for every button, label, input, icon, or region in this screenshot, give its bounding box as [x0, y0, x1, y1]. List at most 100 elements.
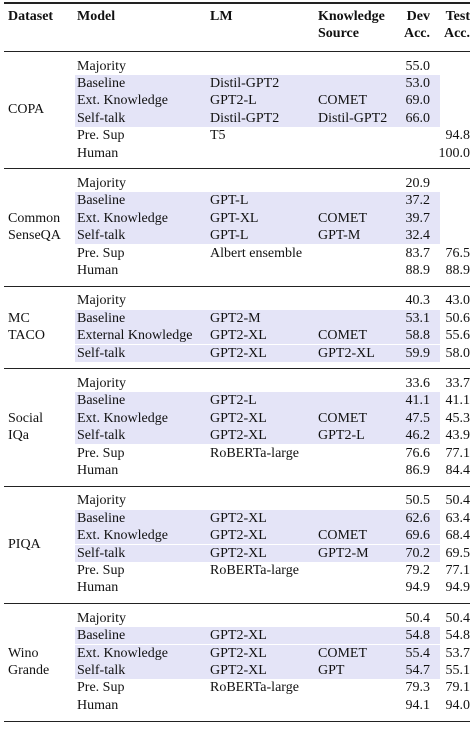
row-highlight — [75, 392, 440, 410]
cell: GPT2-M — [210, 310, 261, 326]
cell: 69.0 — [405, 93, 431, 109]
cell: 79.2 — [405, 562, 431, 578]
cell: Majority — [77, 610, 126, 626]
dataset-label: MC — [8, 311, 30, 327]
cell: GPT — [318, 662, 345, 678]
cell: GPT2-XL — [318, 345, 375, 361]
cell: GPT2-XL — [210, 645, 267, 661]
cell: 69.6 — [405, 528, 431, 544]
cell: Human — [77, 580, 119, 596]
cell: 55.6 — [445, 328, 471, 344]
cell: Pre. Sup — [77, 562, 125, 578]
row-highlight — [75, 344, 440, 362]
cell: Self-talk — [77, 545, 126, 561]
cell: External Knowledge — [77, 328, 193, 344]
cell: 50.6 — [445, 310, 471, 326]
cell: Pre. Sup — [77, 128, 125, 144]
cell: 94.1 — [405, 697, 431, 713]
cell: Ext. Knowledge — [77, 210, 168, 226]
cell: COMET — [318, 328, 367, 344]
cell: Ext. Knowledge — [77, 93, 168, 109]
cell: 88.9 — [405, 262, 431, 278]
dataset-label: PIQA — [8, 537, 41, 552]
cell: 100.0 — [438, 145, 471, 161]
cell: Self-talk — [77, 662, 126, 678]
dataset-label: COPA — [8, 102, 45, 118]
cell: 94.0 — [445, 697, 471, 713]
cell: 70.2 — [405, 545, 431, 561]
cell: Baseline — [77, 75, 126, 91]
row-highlight — [75, 74, 440, 93]
cell: 53.7 — [445, 645, 471, 661]
cell: 86.9 — [405, 462, 431, 478]
cell: 88.9 — [445, 262, 471, 278]
cell: Albert ensemble — [210, 245, 303, 261]
cell: 62.6 — [405, 510, 431, 526]
header-cell: Acc. — [403, 26, 430, 41]
cell: Majority — [77, 58, 126, 74]
cell: COMET — [318, 645, 367, 661]
cell: 43.9 — [445, 428, 471, 444]
cell: 50.4 — [445, 610, 471, 626]
cell: 77.1 — [445, 562, 471, 578]
cell: 59.9 — [405, 345, 431, 361]
cell: 43.0 — [445, 293, 471, 309]
cell: 58.8 — [405, 328, 431, 344]
cell: 79.3 — [405, 680, 431, 696]
cell: 76.6 — [405, 445, 431, 461]
cell: Baseline — [77, 193, 126, 209]
cell: Pre. Sup — [77, 680, 125, 696]
cell: 69.5 — [445, 545, 471, 561]
cell: 41.1 — [405, 393, 431, 409]
cell: 94.9 — [445, 580, 471, 596]
cell: 46.2 — [405, 428, 431, 444]
cell: GPT2-XL — [210, 410, 267, 426]
cell: 54.8 — [405, 628, 431, 644]
row-highlight — [75, 627, 440, 645]
cell: RoBERTa-large — [210, 680, 299, 696]
cell: Baseline — [77, 310, 126, 326]
row-highlight — [75, 327, 440, 345]
group-rule — [4, 285, 470, 287]
row-highlight — [75, 192, 440, 210]
cell: Baseline — [77, 628, 126, 644]
cell: 47.5 — [405, 410, 431, 426]
group-rule — [4, 603, 470, 605]
cell: Pre. Sup — [77, 245, 125, 261]
cell: GPT2-M — [318, 545, 369, 561]
dataset-label: Wino — [8, 645, 39, 661]
cell: Self-talk — [77, 428, 126, 444]
cell: 94.8 — [445, 128, 471, 144]
cell: GPT-M — [318, 228, 361, 244]
row-highlight — [75, 509, 440, 528]
cell: RoBERTa-large — [210, 445, 299, 461]
cell: GPT-L — [210, 193, 249, 209]
cell: Majority — [77, 293, 126, 309]
cell: 83.7 — [405, 245, 431, 261]
dataset-label: IQa — [8, 428, 29, 444]
cell: 63.4 — [445, 510, 471, 526]
row-highlight — [75, 209, 440, 228]
cell: 39.7 — [405, 210, 431, 226]
cell: GPT2-XL — [210, 628, 267, 644]
cell: 33.7 — [445, 375, 471, 391]
cell: GPT2-XL — [210, 528, 267, 544]
cell: Distil-GPT2 — [210, 75, 280, 91]
cell: 50.4 — [405, 610, 431, 626]
cell: RoBERTa-large — [210, 562, 299, 578]
cell: Self-talk — [77, 110, 126, 126]
group-rule — [4, 168, 470, 170]
cell: 55.1 — [445, 662, 471, 678]
group-rule — [4, 368, 470, 370]
cell: 55.4 — [405, 645, 431, 661]
dataset-label: Social — [8, 411, 43, 427]
cell: Baseline — [77, 510, 126, 526]
cell: 45.3 — [445, 410, 471, 426]
cell: COMET — [318, 93, 367, 109]
cell: Ext. Knowledge — [77, 528, 168, 544]
cell: 53.0 — [405, 75, 431, 91]
cell: 68.4 — [445, 528, 471, 544]
cell: Self-talk — [77, 345, 126, 361]
row-highlight — [75, 527, 440, 545]
